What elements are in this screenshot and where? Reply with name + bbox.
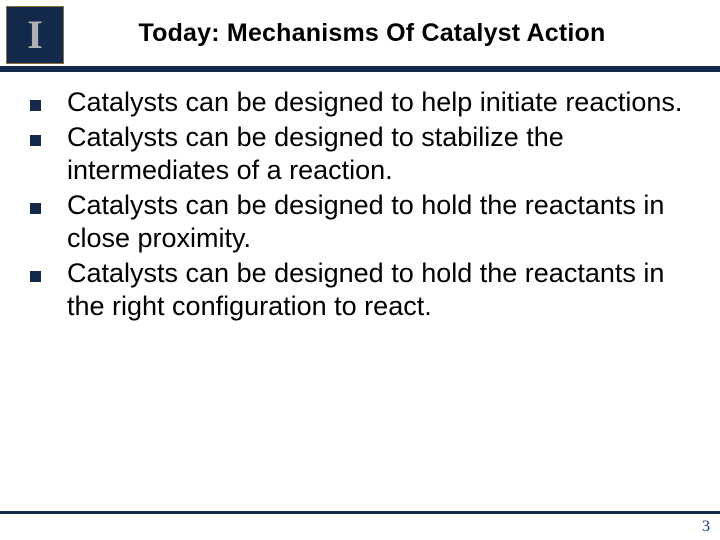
list-item: Catalysts can be designed to hold the re…: [30, 257, 686, 323]
slide-body: Catalysts can be designed to help initia…: [0, 72, 720, 323]
bullet-text: Catalysts can be designed to hold the re…: [67, 189, 686, 255]
page-number: 3: [702, 518, 710, 536]
list-item: Catalysts can be designed to stabilize t…: [30, 121, 686, 187]
square-bullet-icon: [30, 135, 41, 146]
bullet-text: Catalysts can be designed to hold the re…: [67, 257, 686, 323]
institution-logo: I: [6, 6, 64, 64]
slide-header: I Today: Mechanisms Of Catalyst Action: [0, 0, 720, 66]
logo-letter: I: [27, 15, 43, 55]
bullet-text: Catalysts can be designed to help initia…: [67, 86, 682, 119]
square-bullet-icon: [30, 271, 41, 282]
square-bullet-icon: [30, 203, 41, 214]
list-item: Catalysts can be designed to hold the re…: [30, 189, 686, 255]
list-item: Catalysts can be designed to help initia…: [30, 86, 686, 119]
footer-divider: [0, 511, 720, 514]
square-bullet-icon: [30, 100, 41, 111]
slide-title: Today: Mechanisms Of Catalyst Action: [64, 19, 720, 48]
bullet-text: Catalysts can be designed to stabilize t…: [67, 121, 686, 187]
